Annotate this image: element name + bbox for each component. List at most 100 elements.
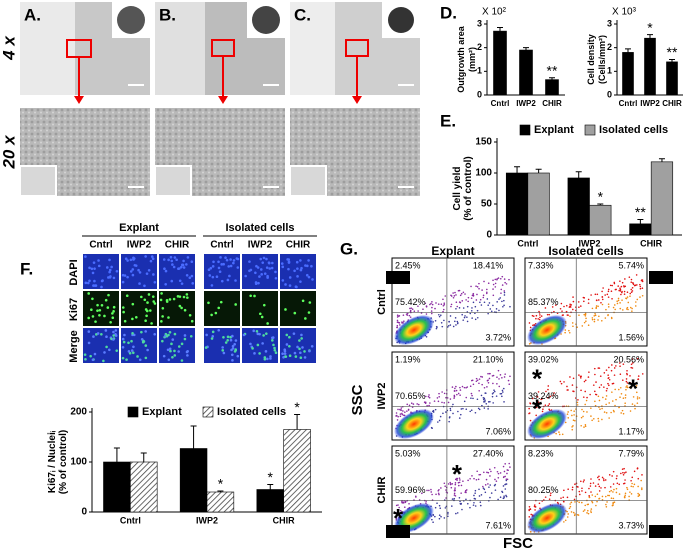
y-tick-label: 0	[81, 507, 87, 518]
event	[577, 399, 579, 401]
event	[590, 415, 592, 417]
event	[456, 320, 459, 323]
nucleus	[178, 295, 182, 298]
event	[631, 385, 633, 388]
significance: *	[218, 476, 224, 492]
event	[630, 288, 633, 291]
event	[639, 285, 642, 288]
event	[456, 305, 459, 308]
event	[456, 477, 459, 480]
nucleus	[168, 331, 172, 334]
event	[443, 392, 446, 395]
event	[430, 491, 433, 493]
quadrant-percent: 3.72%	[485, 332, 511, 342]
event	[489, 308, 492, 310]
event	[502, 465, 505, 468]
event	[571, 426, 573, 428]
y-axis-label: (% of control)	[463, 156, 474, 220]
event	[473, 501, 475, 504]
event	[589, 485, 592, 487]
event	[640, 479, 642, 482]
error-bar	[597, 203, 604, 206]
event	[622, 397, 625, 399]
event	[453, 395, 456, 398]
event	[611, 297, 613, 300]
event	[534, 509, 536, 511]
nucleus	[260, 315, 264, 319]
nucleus	[102, 359, 105, 363]
quadrant-percent: 7.06%	[485, 426, 511, 436]
event	[621, 409, 624, 412]
event	[482, 398, 485, 401]
event	[639, 283, 641, 286]
row-label: DAPI	[68, 259, 80, 285]
event	[503, 294, 506, 296]
nucleus	[168, 347, 172, 351]
event	[414, 495, 417, 498]
event	[447, 513, 449, 515]
event	[431, 301, 433, 303]
event	[615, 487, 618, 490]
event	[506, 469, 509, 471]
event	[605, 389, 608, 392]
event	[442, 304, 445, 307]
event	[421, 492, 423, 495]
event	[603, 372, 606, 374]
event	[610, 316, 613, 319]
event	[454, 387, 456, 390]
nucleus	[115, 349, 119, 352]
event	[397, 415, 399, 418]
event	[596, 493, 599, 496]
event	[498, 298, 500, 300]
event	[553, 392, 555, 394]
event	[620, 393, 623, 395]
event	[503, 495, 505, 497]
nucleus	[165, 299, 169, 302]
event	[616, 302, 619, 305]
event	[451, 483, 454, 485]
nucleus	[124, 257, 128, 261]
event	[408, 404, 411, 407]
nucleus	[249, 342, 252, 346]
event	[458, 417, 461, 419]
event	[484, 392, 487, 394]
event	[572, 296, 574, 298]
nucleus	[288, 276, 292, 279]
nucleus	[226, 278, 230, 282]
event	[610, 411, 612, 414]
event	[577, 514, 580, 516]
event	[591, 501, 594, 504]
event	[406, 314, 409, 316]
event	[424, 401, 427, 404]
event	[601, 298, 604, 301]
significance: **	[547, 62, 558, 78]
event	[482, 485, 484, 488]
y-axis-label: (% of control)	[58, 430, 69, 494]
y-tick-label: 3	[607, 18, 612, 28]
event	[574, 483, 576, 486]
event	[597, 305, 599, 308]
nucleus	[143, 284, 146, 288]
event	[558, 431, 560, 433]
nucleus	[160, 292, 163, 295]
panel-label: C.	[294, 5, 311, 24]
event	[563, 305, 565, 308]
event	[528, 407, 530, 410]
event	[395, 504, 398, 507]
nucleus	[140, 295, 143, 299]
event	[613, 488, 615, 491]
event	[641, 474, 643, 476]
event	[586, 396, 588, 399]
event	[537, 318, 540, 320]
event	[454, 483, 457, 486]
y-tick-label: 1	[607, 66, 612, 76]
nucleus	[222, 336, 225, 339]
nucleus	[131, 351, 135, 355]
event	[438, 517, 441, 520]
column-label: Cntrl	[89, 240, 113, 251]
event	[482, 296, 485, 299]
nucleus	[126, 259, 129, 262]
event	[591, 318, 594, 321]
nucleus	[271, 339, 274, 342]
event	[470, 285, 472, 288]
